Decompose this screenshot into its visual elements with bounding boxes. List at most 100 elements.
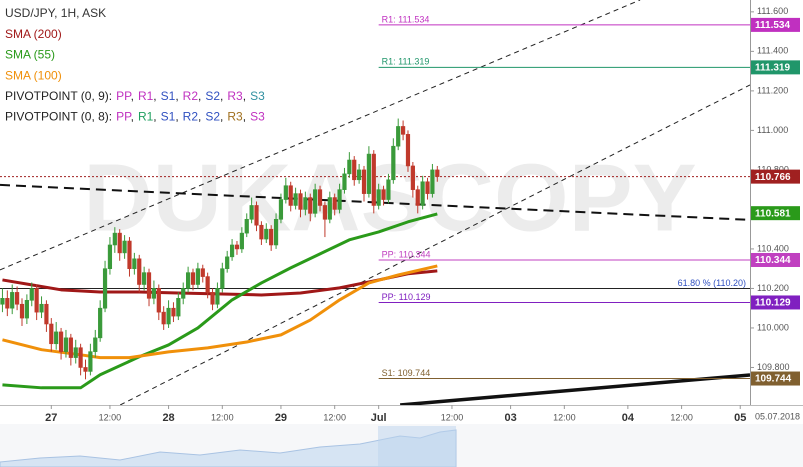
y-tick-label: 111.400 bbox=[757, 46, 788, 56]
candle-body bbox=[264, 228, 269, 240]
candle-body bbox=[73, 347, 78, 358]
candle-body bbox=[435, 169, 440, 177]
candle-body bbox=[249, 205, 254, 220]
sma-tag bbox=[751, 206, 800, 221]
y-tick-label: 111.000 bbox=[757, 125, 788, 135]
candle-body bbox=[205, 276, 210, 293]
legend-pivot-item: R2 bbox=[183, 89, 199, 103]
pivot-label: PP: 110.129 bbox=[382, 292, 431, 302]
candle-body bbox=[49, 323, 54, 345]
y-tick-label: 110.400 bbox=[757, 243, 789, 253]
legend-pivot-sep: , bbox=[175, 110, 178, 124]
candle-body bbox=[420, 181, 425, 206]
legend-pivot-sep: , bbox=[175, 89, 178, 103]
candle-body bbox=[357, 169, 362, 181]
navigator bbox=[0, 424, 803, 467]
legend-pivot-sep: , bbox=[198, 89, 201, 103]
y-tick-label: 109.800 bbox=[757, 362, 790, 372]
candle-body bbox=[34, 288, 39, 313]
candle-body bbox=[146, 272, 152, 299]
candle-body bbox=[303, 197, 308, 210]
candle-body bbox=[19, 303, 25, 319]
candle-body bbox=[88, 351, 93, 372]
candle-body bbox=[68, 337, 73, 358]
legend-pivot-item: PP bbox=[116, 89, 132, 103]
x-tick-label: 28 bbox=[162, 412, 174, 424]
x-tick-label: 29 bbox=[275, 412, 287, 424]
candle-body bbox=[332, 197, 337, 210]
candle-body bbox=[259, 224, 264, 240]
legend-pivot-sep: , bbox=[243, 110, 246, 124]
legend-pivot-sep: , bbox=[243, 89, 246, 103]
legend-pivot-sep: , bbox=[198, 110, 201, 124]
candle-body bbox=[44, 303, 49, 325]
candle-body bbox=[137, 258, 142, 285]
x-tick-label: 05 bbox=[734, 412, 746, 424]
candle-body bbox=[117, 232, 122, 254]
pivot-tag bbox=[751, 17, 800, 32]
candle-body bbox=[186, 272, 191, 289]
candle-body bbox=[288, 185, 293, 206]
sma-line bbox=[2, 212, 438, 390]
candle-body bbox=[327, 197, 332, 220]
candle-body bbox=[234, 244, 240, 250]
candle-body bbox=[156, 288, 161, 313]
pivot-tag-label: 109.744 bbox=[755, 374, 792, 385]
candle-body bbox=[24, 299, 29, 319]
candle-body bbox=[298, 193, 303, 210]
x-tick-label: 12:00 bbox=[99, 412, 122, 422]
navigator-window[interactable] bbox=[378, 426, 456, 467]
candle-body bbox=[83, 367, 88, 372]
candle-body bbox=[225, 256, 230, 269]
x-tick-label: 12:00 bbox=[211, 412, 234, 422]
legend-pivot: PIVOTPOINT (0, 9): PP, R1, S1, R2, S2, R3, S3 bbox=[5, 89, 265, 103]
last-price-tag-label: 110.766 bbox=[755, 172, 791, 183]
candle-body bbox=[283, 185, 288, 200]
candle-body bbox=[352, 159, 357, 181]
candle-body bbox=[430, 169, 435, 194]
candle-body bbox=[171, 307, 176, 317]
x-tick-label: 12:00 bbox=[323, 412, 346, 422]
legend-pivot-item: S2 bbox=[205, 89, 220, 103]
legend-pivot-item: R3 bbox=[227, 89, 243, 103]
candle-body bbox=[93, 337, 98, 352]
candle-body bbox=[190, 272, 196, 285]
pivot-tag-label: 110.129 bbox=[755, 298, 791, 309]
y-tick-label: 110.800 bbox=[757, 164, 789, 174]
candle-body bbox=[371, 153, 376, 206]
candle-body bbox=[127, 240, 132, 269]
candle-body bbox=[273, 218, 279, 246]
candle-body bbox=[278, 199, 284, 220]
candle-body bbox=[176, 298, 181, 317]
pivot-tag bbox=[751, 252, 800, 267]
candle-body bbox=[308, 197, 313, 214]
candle-body bbox=[63, 337, 69, 352]
pivot-tag-label: 111.319 bbox=[755, 63, 790, 74]
legend-pivot-sep: , bbox=[153, 110, 156, 124]
candle-body bbox=[15, 292, 20, 305]
legend-pivot-item: S3 bbox=[250, 89, 265, 103]
legend-pivot-item: R3 bbox=[227, 110, 243, 124]
candle-body bbox=[10, 292, 15, 309]
candle-body bbox=[386, 179, 391, 200]
x-tick-label: Jul bbox=[371, 412, 387, 424]
pivot-tag bbox=[751, 60, 800, 75]
candle-body bbox=[142, 272, 147, 285]
pivot-label: S1: 109.744 bbox=[382, 368, 431, 378]
fib-label: 61.80 % (110.20) bbox=[678, 278, 746, 288]
y-tick-label: 110.200 bbox=[757, 283, 789, 293]
candle-body bbox=[381, 189, 386, 200]
candle-body bbox=[254, 205, 259, 226]
x-tick-label: 27 bbox=[45, 412, 57, 424]
candle-body bbox=[132, 258, 137, 269]
pivot-tag bbox=[751, 295, 800, 310]
y-tick-label: 111.600 bbox=[757, 6, 788, 16]
pivot-tag bbox=[751, 371, 800, 386]
candle-body bbox=[195, 268, 200, 285]
trendline bbox=[119, 84, 750, 405]
candle-body bbox=[361, 169, 367, 194]
candle-body bbox=[215, 288, 220, 305]
legend-pivot-item: S1 bbox=[161, 110, 176, 124]
candle-body bbox=[337, 189, 342, 210]
